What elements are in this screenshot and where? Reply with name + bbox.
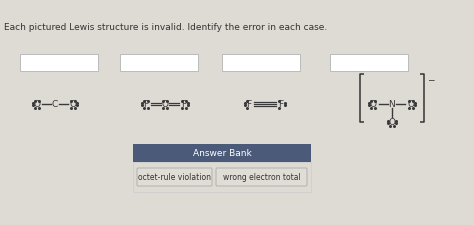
Text: O: O [70, 100, 76, 109]
Text: F: F [246, 100, 252, 109]
Text: O: O [408, 100, 414, 109]
Text: F: F [278, 100, 283, 109]
Text: O: O [370, 100, 376, 109]
Text: C: C [52, 100, 58, 109]
Text: octet-rule violation: octet-rule violation [138, 173, 211, 182]
FancyBboxPatch shape [120, 55, 198, 72]
Text: O: O [34, 100, 40, 109]
FancyBboxPatch shape [330, 55, 408, 72]
FancyBboxPatch shape [222, 55, 300, 72]
FancyBboxPatch shape [133, 144, 311, 162]
Text: F: F [144, 100, 148, 109]
Text: wrong electron total: wrong electron total [223, 173, 301, 182]
Text: O: O [162, 100, 168, 109]
Text: N: N [389, 100, 395, 109]
FancyBboxPatch shape [137, 168, 212, 186]
Text: F: F [182, 100, 187, 109]
Text: Each pictured Lewis structure is invalid. Identify the error in each case.: Each pictured Lewis structure is invalid… [4, 23, 327, 32]
Text: Answer Bank: Answer Bank [192, 149, 251, 158]
Text: −: − [427, 75, 435, 84]
Text: O: O [389, 118, 395, 127]
FancyBboxPatch shape [216, 168, 307, 186]
FancyBboxPatch shape [133, 162, 311, 192]
FancyBboxPatch shape [20, 55, 98, 72]
